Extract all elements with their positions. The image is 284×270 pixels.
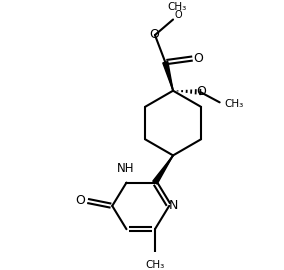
Text: O: O bbox=[174, 10, 182, 20]
Text: O: O bbox=[76, 194, 85, 207]
Text: O: O bbox=[149, 28, 159, 41]
Polygon shape bbox=[153, 156, 173, 184]
Text: NH: NH bbox=[117, 162, 135, 175]
Text: O: O bbox=[193, 52, 203, 65]
Text: CH₃: CH₃ bbox=[224, 99, 243, 109]
Text: O: O bbox=[196, 85, 206, 98]
Text: N: N bbox=[169, 199, 179, 212]
Polygon shape bbox=[163, 62, 173, 91]
Text: CH₃: CH₃ bbox=[168, 2, 187, 12]
Text: CH₃: CH₃ bbox=[145, 260, 164, 270]
